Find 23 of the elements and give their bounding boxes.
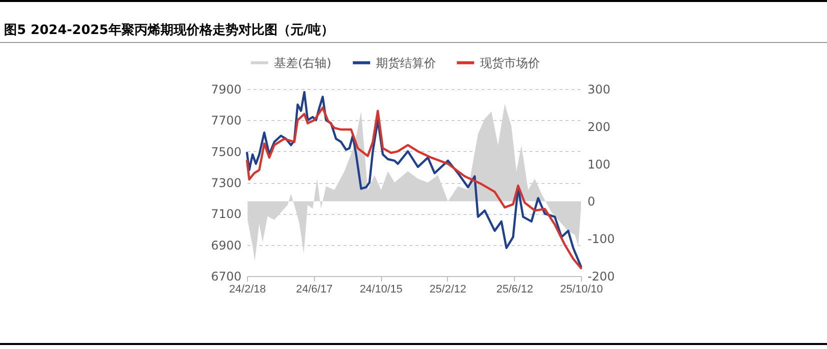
- chart-title: 图5 2024-2025年聚丙烯期现价格走势对比图（元/吨）: [4, 22, 334, 39]
- y-tick-label: 7300: [210, 176, 242, 190]
- y2-tick-label: 0: [588, 194, 596, 209]
- x-tick-label: 24/2/18: [229, 284, 266, 296]
- legend-label: 现货市场价: [480, 56, 540, 70]
- x-tick-label: 25/10/10: [560, 284, 603, 296]
- y-tick-label: 7100: [210, 207, 242, 222]
- y2-tick-label: 200: [588, 120, 610, 134]
- x-tick-label: 25/2/12: [430, 284, 466, 296]
- legend-label: 基差(右轴): [274, 56, 332, 70]
- y2-tick-label: 100: [588, 157, 610, 172]
- x-tick-label: 24/6/17: [296, 284, 333, 296]
- y-tick-label: 7500: [210, 144, 242, 159]
- y2-tick-label: -100: [588, 232, 615, 246]
- x-tick-label: 25/6/12: [496, 284, 534, 296]
- y-tick-label: 6700: [210, 270, 242, 284]
- y-tick-label: 6900: [210, 238, 242, 252]
- x-tick-label: 24/10/15: [360, 284, 403, 296]
- y2-tick-label: -200: [588, 270, 615, 284]
- y2-tick-label: 300: [588, 82, 610, 96]
- legend-label: 期货结算价: [376, 56, 436, 70]
- y-tick-label: 7700: [210, 114, 242, 128]
- y-tick-label: 7900: [210, 82, 242, 96]
